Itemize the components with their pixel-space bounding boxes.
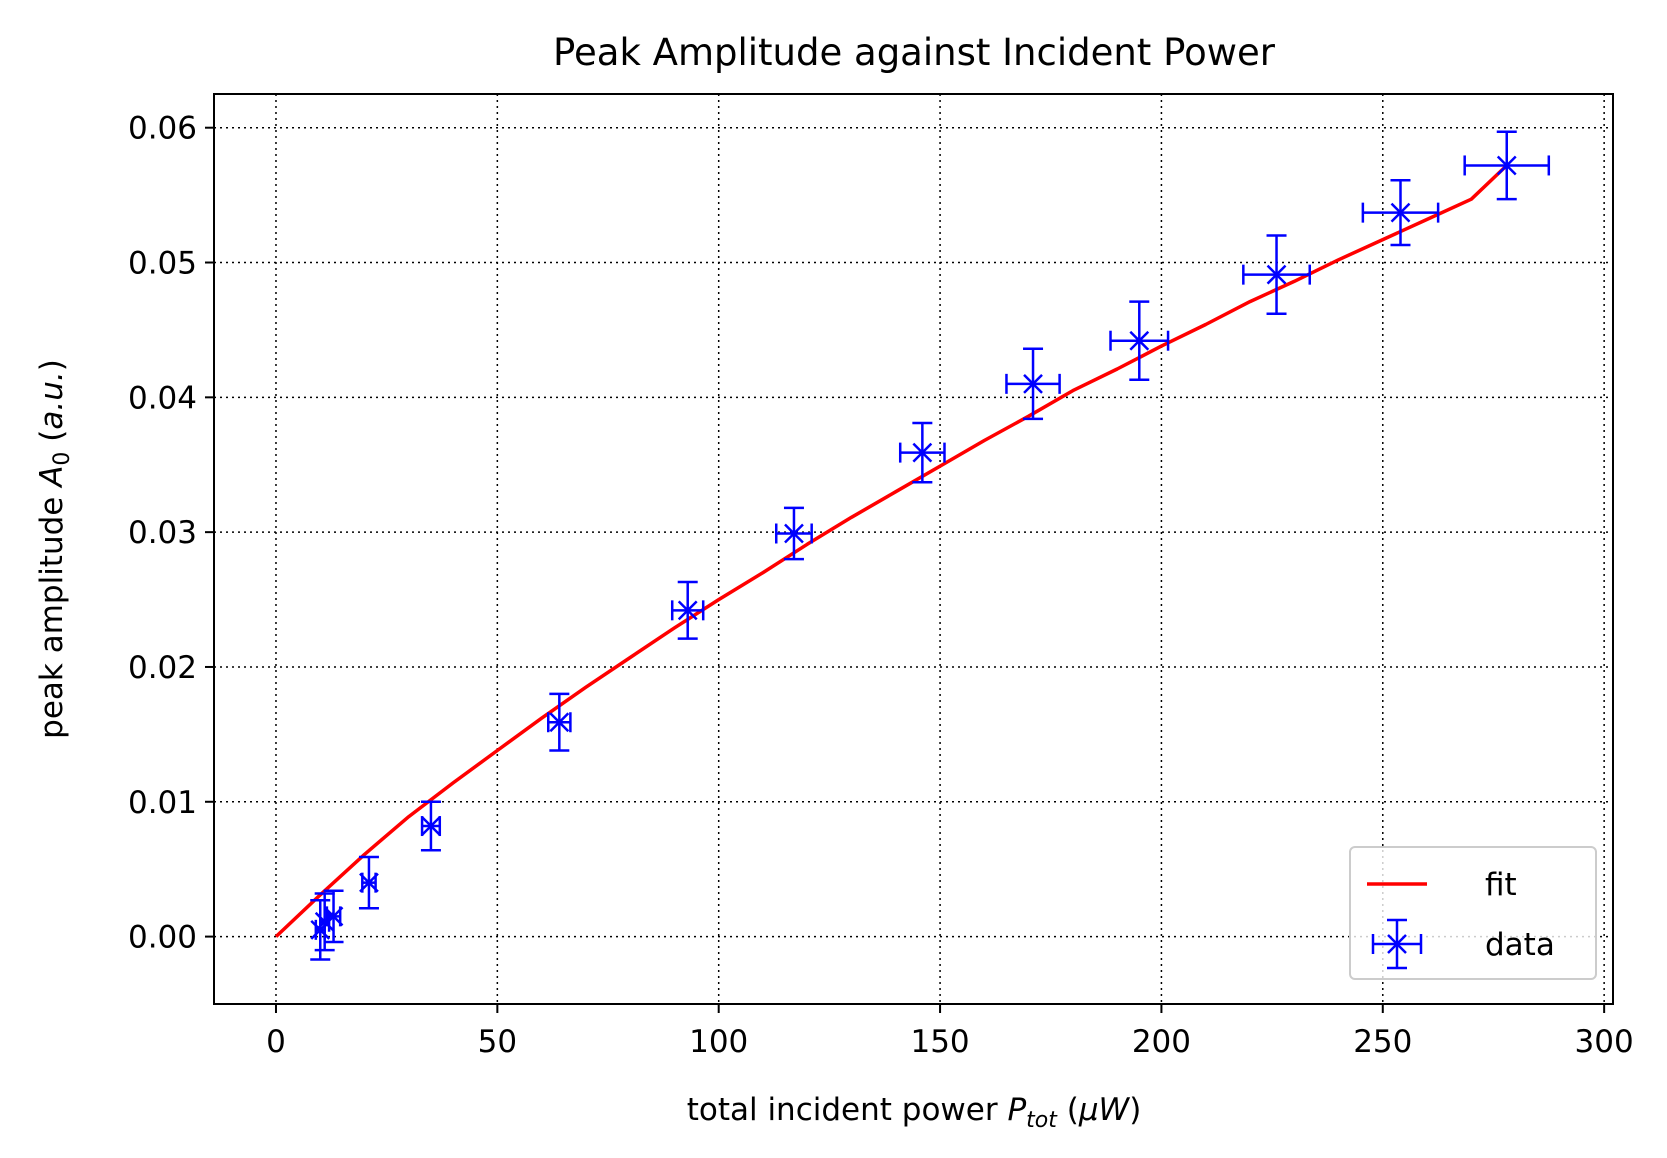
data-series — [310, 130, 1551, 961]
y-tick-label: 0.04 — [128, 380, 197, 416]
y-axis-ticks: 0.00 0.01 0.02 0.03 0.04 0.05 0.06 — [128, 111, 214, 956]
data-point — [1005, 347, 1061, 421]
data-point — [1242, 234, 1311, 315]
legend: fit data — [1349, 846, 1597, 980]
x-tick-label: 100 — [689, 1024, 748, 1060]
x-axis-label: total incident power Ptot (μW) — [687, 1092, 1142, 1133]
x-marker-stroke — [677, 600, 698, 621]
x-tick-label: 300 — [1575, 1024, 1634, 1060]
legend-box — [1349, 846, 1597, 980]
x-tick-label: 250 — [1353, 1024, 1412, 1060]
x-marker-stroke — [359, 872, 379, 893]
y-tick-label: 0.06 — [128, 111, 197, 147]
y-axis-label: peak amplitude A0 (a.u.) — [34, 359, 75, 739]
data-point — [420, 800, 442, 852]
x-marker-stroke — [1023, 373, 1043, 394]
data-point — [1109, 300, 1170, 382]
chart-title: Peak Amplitude against Incident Power — [553, 31, 1276, 74]
x-marker-stroke — [784, 523, 804, 544]
data-point — [1463, 130, 1551, 201]
x-marker-stroke — [323, 906, 344, 927]
data-point — [898, 421, 946, 484]
y-tick-label: 0.02 — [128, 650, 197, 686]
x-axis-ticks: 0 50 100 150 200 250 300 — [266, 1004, 1634, 1060]
x-tick-label: 200 — [1132, 1024, 1191, 1060]
data-point — [358, 855, 379, 910]
y-tick-label: 0.03 — [128, 515, 197, 551]
data-point — [1361, 179, 1440, 247]
y-tick-label: 0.01 — [128, 785, 197, 821]
data-point — [670, 580, 705, 640]
legend-data-swatch — [1371, 918, 1423, 970]
x-marker-stroke — [421, 816, 441, 836]
data-point — [323, 889, 344, 944]
legend-fit-label: fit — [1485, 867, 1517, 903]
data-point — [547, 692, 572, 752]
legend-data-label: data — [1485, 927, 1555, 963]
y-tick-label: 0.05 — [128, 246, 197, 282]
x-marker-stroke — [1266, 264, 1287, 285]
x-marker-stroke — [1129, 330, 1150, 351]
x-tick-label: 0 — [266, 1024, 286, 1060]
x-marker-stroke — [549, 712, 570, 733]
x-tick-label: 150 — [910, 1024, 969, 1060]
y-tick-label: 0.00 — [128, 920, 197, 956]
x-tick-label: 50 — [478, 1024, 517, 1060]
x-marker-stroke — [1390, 202, 1411, 223]
x-marker-stroke — [912, 442, 933, 463]
plot-frame — [213, 93, 1614, 1005]
data-point — [775, 506, 813, 561]
x-marker-stroke — [1496, 155, 1517, 176]
